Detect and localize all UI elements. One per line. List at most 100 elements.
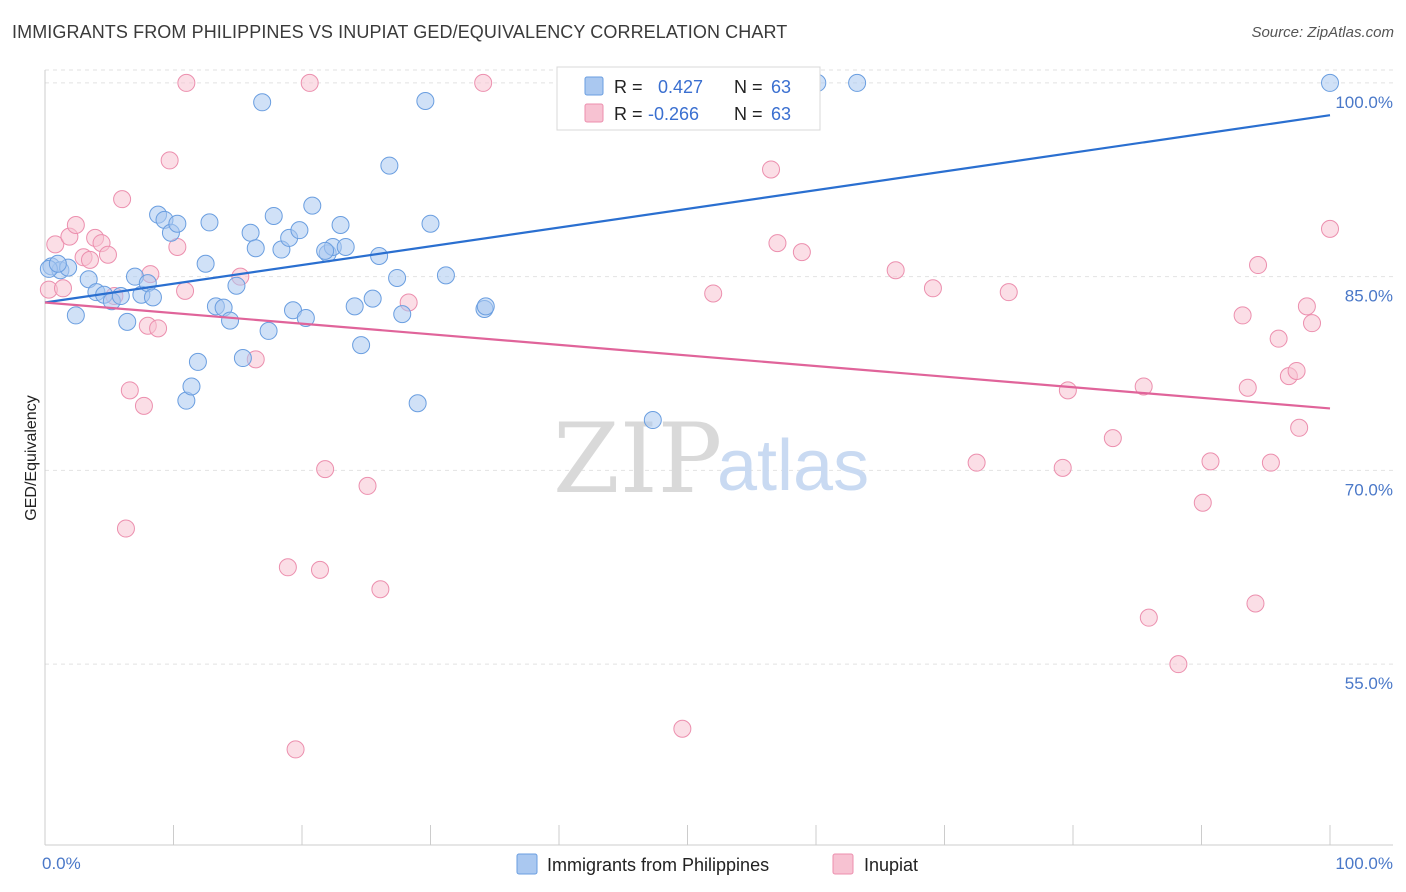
inupiat-point: [999, 283, 1018, 302]
inupiat-point: [80, 250, 99, 269]
philippines-point: [259, 321, 278, 340]
philippines-point: [345, 297, 364, 316]
inupiat-point: [149, 319, 168, 338]
philippines-point: [380, 156, 399, 175]
philippines-point: [48, 254, 67, 273]
x-tick-label-max: 100.0%: [1335, 854, 1393, 873]
inupiat-point: [1201, 452, 1220, 471]
philippines-point: [253, 93, 272, 112]
y-tick-labels: 55.0% 70.0% 85.0% 100.0%: [1335, 93, 1393, 693]
inupiat-point: [46, 235, 65, 254]
chart-title: IMMIGRANTS FROM PHILIPPINES VS INUPIAT G…: [12, 22, 788, 42]
watermark: ZIP atlas: [553, 403, 869, 515]
philippines-point: [233, 349, 252, 368]
inupiat-point: [1238, 378, 1257, 397]
inupiat-point: [1269, 329, 1288, 348]
philippines-point: [476, 297, 495, 316]
inupiat-point: [116, 519, 135, 538]
inupiat-point: [923, 279, 942, 298]
inupiat-point: [286, 740, 305, 759]
inupiat-points: [39, 73, 1339, 759]
inupiat-point: [1103, 429, 1122, 448]
y-tick-label: 100.0%: [1335, 93, 1393, 112]
philippines-point: [303, 196, 322, 215]
philippines-point: [363, 289, 382, 308]
series-legend: Immigrants from Philippines Inupiat: [516, 853, 918, 875]
legend-n-value-pink: 63: [771, 104, 791, 124]
philippines-point: [200, 213, 219, 232]
x-tick-label-min: 0.0%: [42, 854, 81, 873]
legend-r-label-pink: R =: [614, 104, 643, 124]
legend-r-label-blue: R =: [614, 77, 643, 97]
legend-n-value-blue: 63: [771, 77, 791, 97]
series-swatch-philippines: [516, 853, 538, 875]
inupiat-point: [1261, 453, 1280, 472]
y-tick-label: 85.0%: [1345, 287, 1393, 306]
series-label-philippines: Immigrants from Philippines: [547, 855, 769, 875]
inupiat-point: [1139, 608, 1158, 627]
legend-swatch-pink: [584, 103, 604, 123]
y-tick-label: 55.0%: [1345, 674, 1393, 693]
philippines-point: [182, 377, 201, 396]
inupiat-point: [160, 151, 179, 170]
inupiat-point: [792, 243, 811, 262]
philippines-point: [436, 266, 455, 285]
philippines-point: [316, 241, 335, 260]
inupiat-point: [1193, 493, 1212, 512]
inupiat-point: [1053, 458, 1072, 477]
philippines-point: [188, 352, 207, 371]
philippines-point: [370, 247, 389, 265]
philippines-point: [118, 312, 137, 331]
y-axis-label: GED/Equivalency: [23, 395, 40, 520]
philippines-point: [388, 268, 407, 287]
inupiat-point: [278, 558, 297, 577]
inupiat-point: [113, 190, 132, 209]
legend-n-label-blue: N =: [734, 77, 763, 97]
inupiat-point: [1297, 297, 1316, 316]
inupiat-point: [177, 73, 196, 92]
source-label: Source: ZipAtlas.com: [1251, 24, 1394, 41]
axes: [44, 70, 1393, 846]
philippines-point: [416, 92, 435, 110]
inupiat-point: [673, 719, 692, 738]
correlation-legend: R = 0.427 N = 63 R = -0.266 N = 63: [556, 66, 821, 131]
philippines-point: [221, 311, 240, 330]
philippines-point: [168, 214, 187, 233]
inupiat-point: [66, 216, 85, 234]
inupiat-point: [300, 73, 319, 92]
inupiat-point: [1058, 381, 1077, 400]
inupiat-point: [310, 560, 329, 579]
philippines-point: [336, 237, 355, 256]
inupiat-point: [1287, 361, 1306, 380]
inupiat-trend-line: [44, 301, 1331, 410]
watermark-zip: ZIP: [553, 403, 722, 515]
philippines-point: [196, 254, 215, 273]
series-label-inupiat: Inupiat: [864, 855, 918, 875]
legend-swatch-blue: [584, 76, 604, 96]
inupiat-point: [474, 73, 493, 92]
legend-r-value-blue: 0.427: [658, 77, 703, 97]
philippines-point: [408, 394, 427, 413]
philippines-point: [66, 306, 85, 325]
philippines-point: [227, 276, 246, 295]
y-tick-label: 70.0%: [1345, 480, 1393, 499]
philippines-point: [264, 206, 283, 225]
philippines-point: [393, 305, 412, 324]
inupiat-point: [768, 234, 787, 253]
inupiat-point: [1233, 306, 1252, 325]
inupiat-point: [762, 160, 781, 179]
inupiat-point: [1290, 418, 1309, 437]
philippines-point: [246, 239, 265, 258]
inupiat-point: [1169, 655, 1188, 674]
inupiat-point: [134, 396, 153, 415]
inupiat-point: [967, 453, 986, 472]
philippines-trend-line: [44, 114, 1331, 304]
x-tick-labels: 0.0% 100.0%: [42, 854, 1393, 873]
inupiat-point: [358, 476, 377, 495]
philippines-point: [643, 411, 662, 430]
inupiat-point: [53, 279, 72, 298]
grid-lines: [45, 69, 1393, 665]
inupiat-point: [1246, 594, 1265, 613]
inupiat-point: [1134, 377, 1153, 396]
